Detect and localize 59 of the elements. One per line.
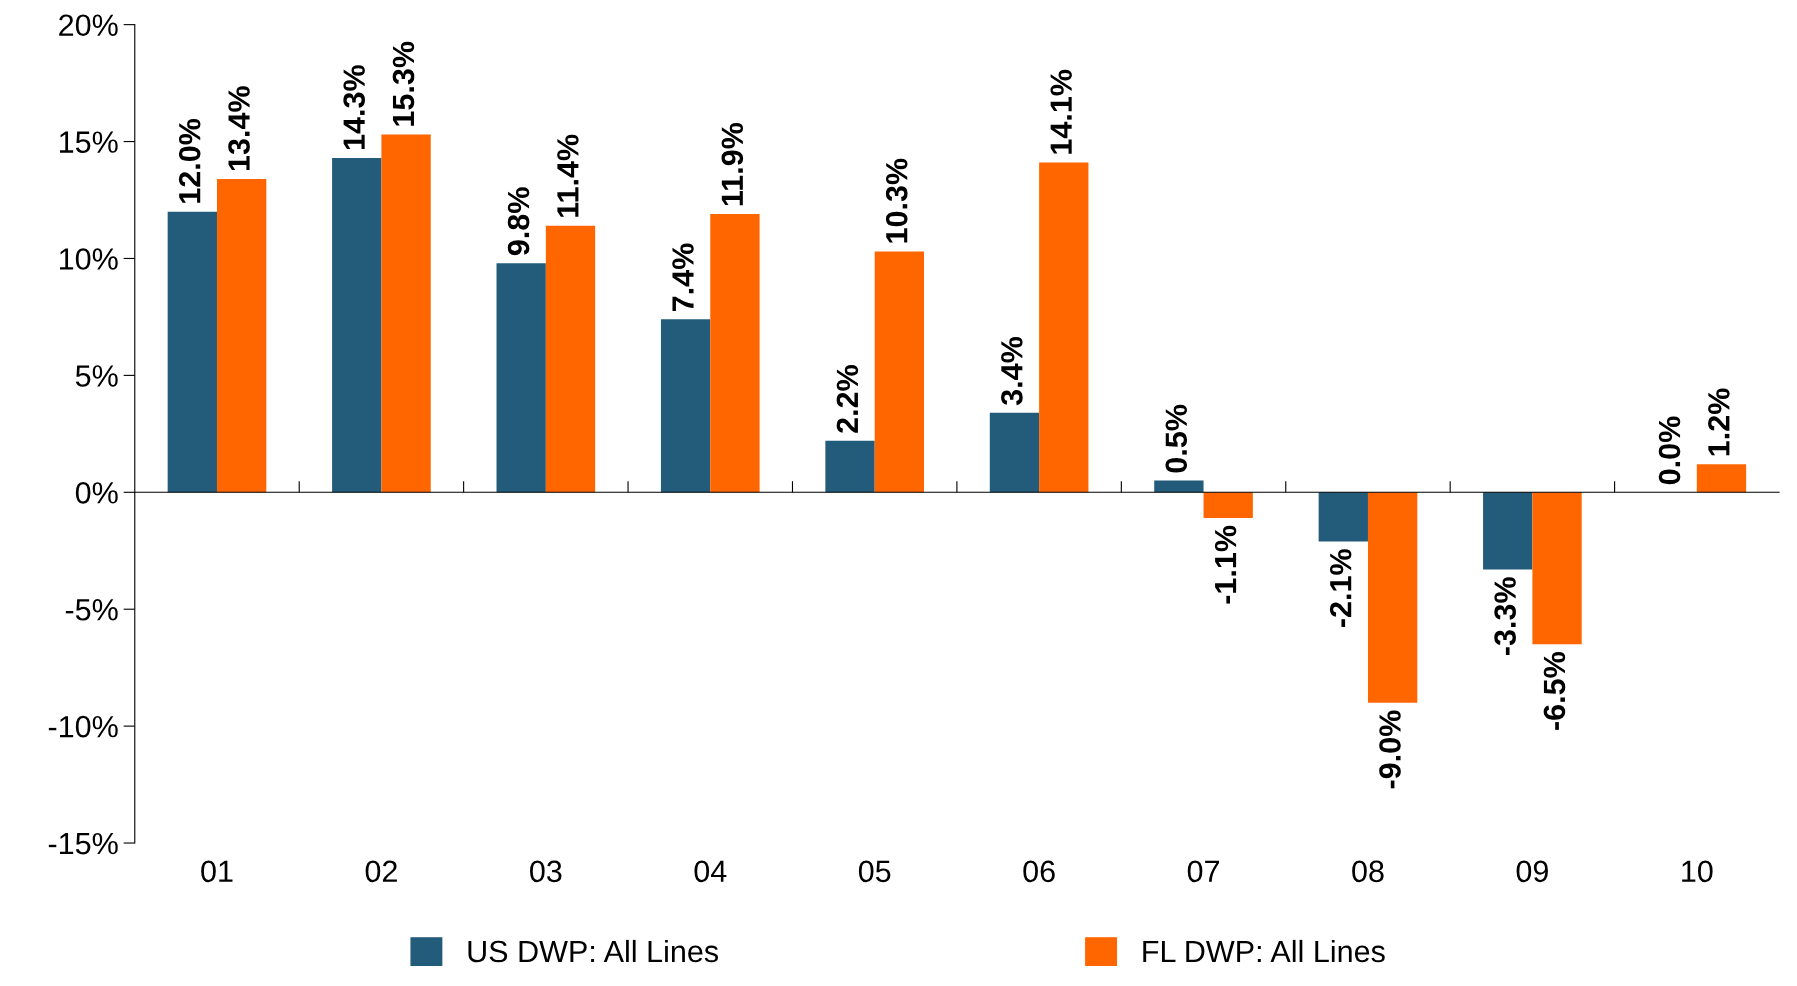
bar [332,157,382,493]
data-label: 14.1% [1050,69,1072,154]
y-tick-label: 10% [59,248,118,270]
data-label: 0.0% [1658,416,1681,485]
bar [874,251,925,493]
x-tick-label: 03 [530,860,562,883]
x-tick-label: 02 [365,860,397,883]
data-label: 10.3% [885,158,908,243]
data-label: 2.2% [836,365,859,433]
x-tick-label: 05 [858,860,891,883]
y-tick-label: -10% [48,715,118,738]
bar [167,211,217,493]
x-tick-label: 04 [694,860,727,883]
data-label: 0.5% [1165,404,1188,473]
x-tick-label: 06 [1023,860,1055,883]
x-tick-label: 07 [1187,860,1219,883]
bar [1154,480,1204,493]
y-tick-label: -5% [65,599,118,621]
bar [1696,464,1747,493]
data-label: 7.4% [672,243,694,312]
bar [989,412,1040,493]
data-label: -2.1% [1329,549,1352,627]
bar [1039,162,1089,493]
y-tick-label: 5% [75,365,118,387]
data-label: 11.9% [721,122,744,206]
data-label: -1.1% [1214,525,1237,604]
data-label: -6.5% [1543,652,1566,730]
bar [1367,492,1418,703]
data-label: -9.0% [1379,710,1401,789]
data-label: 13.4% [228,86,250,171]
data-label: 12.0% [178,118,201,203]
x-tick-label: 08 [1352,860,1384,883]
bar [216,178,267,493]
bar [381,134,431,493]
data-label: 15.3% [392,41,415,126]
data-label: 14.3% [343,65,365,150]
bar [496,263,546,493]
data-label: -3.3% [1494,577,1516,656]
y-tick-label: 0% [75,482,118,504]
bar [545,225,596,493]
y-tick-label: 15% [59,131,118,153]
bar [1483,492,1533,570]
data-label: 11.4% [557,134,579,217]
y-tick-label: 20% [59,14,118,37]
legend-label: FL DWP: All Lines [1143,939,1385,963]
data-label: 9.8% [507,187,530,256]
data-label: 1.2% [1708,388,1730,456]
x-tick-label: 09 [1516,860,1548,883]
legend-label: US DWP: All Lines [468,939,719,963]
bar [825,440,875,493]
y-tick-label: -15% [48,832,118,855]
x-tick-label: 01 [201,860,233,883]
bar [660,319,711,493]
bar [1318,492,1368,542]
x-tick-label: 10 [1682,860,1713,883]
bar [1203,492,1253,519]
data-label: 3.4% [1001,337,1023,406]
bar [1532,492,1582,645]
bar [710,214,760,493]
